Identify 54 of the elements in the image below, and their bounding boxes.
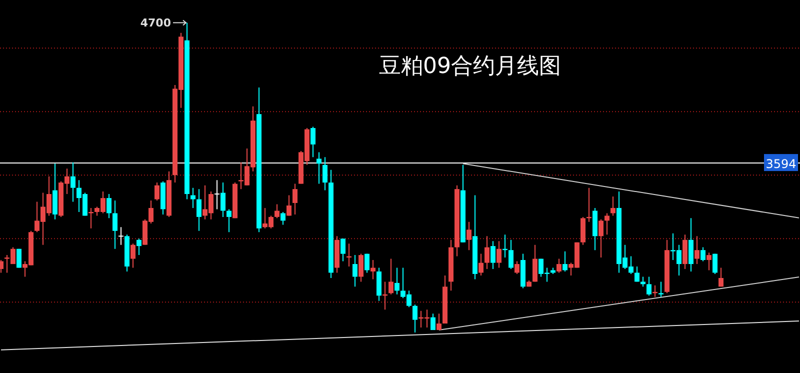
candlestick: [106, 194, 112, 219]
candlestick: [706, 252, 712, 271]
candlestick: [694, 236, 700, 265]
candlestick: [598, 218, 604, 258]
candlestick: [556, 258, 562, 274]
candlestick: [340, 238, 346, 262]
candlestick: [154, 182, 160, 202]
candlestick: [352, 254, 358, 288]
candlestick: [490, 240, 496, 270]
candlestick: [658, 281, 664, 298]
candlestick: [316, 152, 322, 184]
candlestick: [562, 250, 568, 272]
candlestick: [292, 183, 298, 215]
candlestick: [226, 208, 232, 233]
candlestick: [394, 267, 400, 295]
candlestick: [604, 212, 610, 236]
candlestick: [370, 260, 376, 280]
candlestick: [718, 267, 724, 288]
candlestick: [214, 180, 220, 210]
candlestick: [196, 188, 202, 232]
candlestick: [70, 162, 76, 202]
candlestick: [508, 239, 514, 270]
candlestick: [478, 253, 484, 276]
candlestick: [136, 238, 142, 256]
candlestick: [358, 253, 364, 282]
candlestick: [484, 236, 490, 270]
candlestick: [112, 200, 118, 250]
candlestick: [322, 156, 328, 191]
annotation: 3594: [766, 157, 796, 172]
candlestick: [532, 244, 538, 282]
candlestick: [430, 313, 436, 331]
text: 豆粕09合约月线图: [379, 54, 561, 79]
candlestick: [496, 240, 502, 268]
candlestick: [610, 196, 616, 216]
candlestick: [220, 182, 226, 218]
candlestick: [130, 243, 136, 268]
candlestick: [274, 204, 280, 219]
candlestick: [700, 246, 706, 262]
candlestick: [280, 211, 286, 226]
candlestick: [364, 253, 370, 274]
candlestick: [712, 253, 718, 274]
candlestick: [466, 221, 472, 251]
candlestick: [286, 194, 292, 216]
candlestick: [436, 313, 442, 331]
candlestick: [388, 258, 394, 295]
candlestick: [646, 276, 652, 296]
annotation: 4700: [140, 16, 172, 30]
candlestick: [412, 304, 418, 333]
candlestick: [190, 187, 196, 208]
candlestick: [310, 126, 316, 158]
candlestick: [514, 260, 520, 274]
candlestick: [634, 266, 640, 282]
candlestick: [118, 226, 124, 246]
candlestick: [640, 276, 646, 288]
